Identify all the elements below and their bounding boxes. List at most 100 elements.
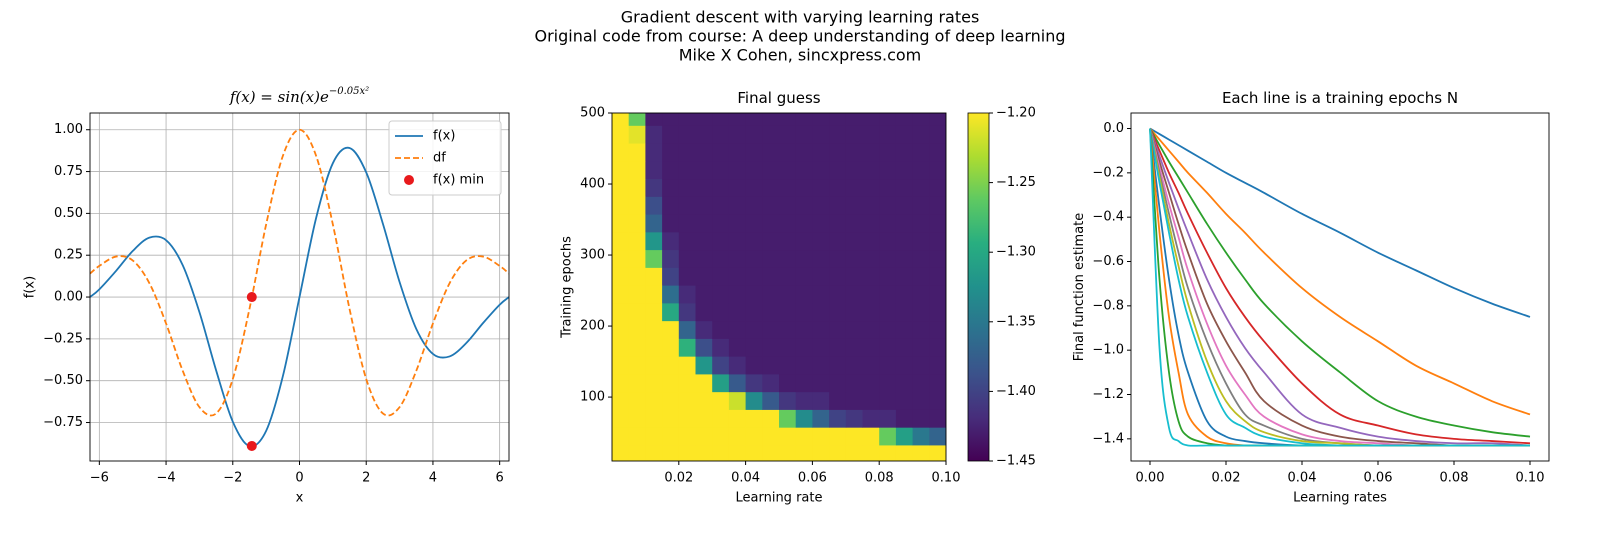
heatmap-cell: [779, 445, 797, 461]
heatmap-cell: [929, 320, 946, 339]
heatmap-cell: [645, 231, 663, 251]
y-axis-label: Training epochs: [560, 236, 575, 339]
heatmap-cell: [879, 249, 897, 268]
heatmap-cell: [612, 338, 630, 357]
heatmap-cell: [695, 285, 713, 304]
heatmap-cell: [678, 113, 696, 126]
heatmap-cell: [912, 249, 930, 268]
heatmap-cell: [712, 338, 730, 357]
heatmap-cell: [662, 320, 680, 339]
heatmap-cell: [779, 160, 797, 180]
heatmap-cell: [845, 160, 863, 180]
heatmap-cell: [728, 231, 746, 251]
heatmap-cell: [678, 302, 696, 322]
heatmap-cell: [795, 267, 813, 286]
heatmap-cell: [612, 285, 630, 304]
heatmap-cell: [762, 302, 780, 322]
heatmap-cell: [612, 178, 630, 197]
heatmap-cell: [829, 409, 847, 428]
heatmap-cell: [645, 427, 663, 446]
heatmap-cell: [745, 427, 763, 446]
heatmap-cell: [929, 427, 946, 446]
heatmap-cell: [895, 125, 913, 144]
heatmap-cell: [779, 285, 797, 304]
heatmap-cell: [712, 409, 730, 428]
heatmap-cell: [812, 214, 830, 233]
x-tick-label: 0.08: [865, 471, 894, 486]
heatmap-cell: [678, 178, 696, 197]
heatmap-cell: [728, 285, 746, 304]
figure-credit: Mike X Cohen, sincxpress.com: [679, 46, 922, 65]
heatmap-cell: [662, 143, 680, 162]
heatmap-cell: [612, 409, 630, 428]
x-tick-label: −2: [223, 471, 242, 486]
heatmap-cell: [712, 445, 730, 461]
heatmap-cell: [895, 374, 913, 393]
heatmap-cell: [795, 178, 813, 197]
heatmap-cell: [612, 231, 630, 251]
line: [1149, 128, 1530, 447]
heatmap-cell: [712, 231, 730, 251]
title-text: Final guess: [737, 89, 820, 107]
heatmap-cell: [862, 445, 880, 461]
x-tick-label: 0.02: [1212, 471, 1241, 486]
x-tick-label: 6: [496, 471, 504, 486]
heatmap-cell: [929, 160, 946, 180]
heatmap-cell: [678, 320, 696, 339]
colorbar-tick-label: −1.25: [996, 175, 1036, 190]
colorbar-tick-label: −1.40: [996, 384, 1036, 399]
heatmap-cell: [862, 143, 880, 162]
heatmap-cell: [762, 143, 780, 162]
y-tick-label: 0.75: [54, 164, 83, 179]
y-tick-label: −1.4: [1092, 431, 1124, 446]
heatmap-cell: [712, 196, 730, 215]
heatmap-cell: [762, 178, 780, 197]
heatmap-cell: [862, 214, 880, 233]
heatmap-cell: [695, 267, 713, 286]
heatmap-cell: [912, 285, 930, 304]
x-axis-label: Learning rate: [736, 491, 823, 506]
heatmap-cell: [745, 320, 763, 339]
heatmap-cell: [829, 113, 847, 126]
x-tick-label: −6: [90, 471, 109, 486]
heatmap-cell: [695, 391, 713, 410]
heatmap-cell: [712, 285, 730, 304]
x-axis-label: x: [296, 491, 304, 506]
heatmap-cell: [879, 338, 897, 357]
heatmap-cell: [695, 409, 713, 428]
heatmap-cell: [779, 196, 797, 215]
heatmap-cell: [728, 427, 746, 446]
heatmap-cell: [829, 231, 847, 251]
heatmap-cell: [845, 427, 863, 446]
heatmap-cell: [812, 302, 830, 322]
heatmap-cell: [812, 196, 830, 215]
heatmap-cell: [845, 113, 863, 126]
heatmap-cell: [762, 356, 780, 375]
line: [90, 146, 509, 448]
heatmap-cell: [845, 374, 863, 393]
heatmap-cell: [912, 374, 930, 393]
heatmap-cell: [795, 214, 813, 233]
heatmap-cell: [879, 196, 897, 215]
heatmap-cell: [628, 214, 646, 233]
heatmap-cell: [812, 320, 830, 339]
heatmap-cell: [812, 113, 830, 126]
line: [1149, 128, 1531, 445]
heatmap-cell: [829, 125, 847, 144]
heatmap-cell: [712, 178, 730, 197]
heatmap-cell: [678, 231, 696, 251]
heatmap-cell: [645, 409, 663, 428]
heatmap-cell: [728, 178, 746, 197]
heatmap-cell: [628, 320, 646, 339]
heatmap-cell: [845, 356, 863, 375]
axes-frame: [611, 112, 947, 462]
heatmap-cell: [762, 391, 780, 410]
heatmap-cell: [829, 445, 847, 461]
heatmap-cell: [762, 427, 780, 446]
heatmap-cell: [895, 267, 913, 286]
heatmap-cell: [929, 267, 946, 286]
x-tick-label: 0.10: [1516, 471, 1545, 486]
title-text: f(x) = sin(x)e: [229, 88, 329, 106]
heatmap-cell: [695, 113, 713, 126]
heatmap-cell: [712, 302, 730, 322]
